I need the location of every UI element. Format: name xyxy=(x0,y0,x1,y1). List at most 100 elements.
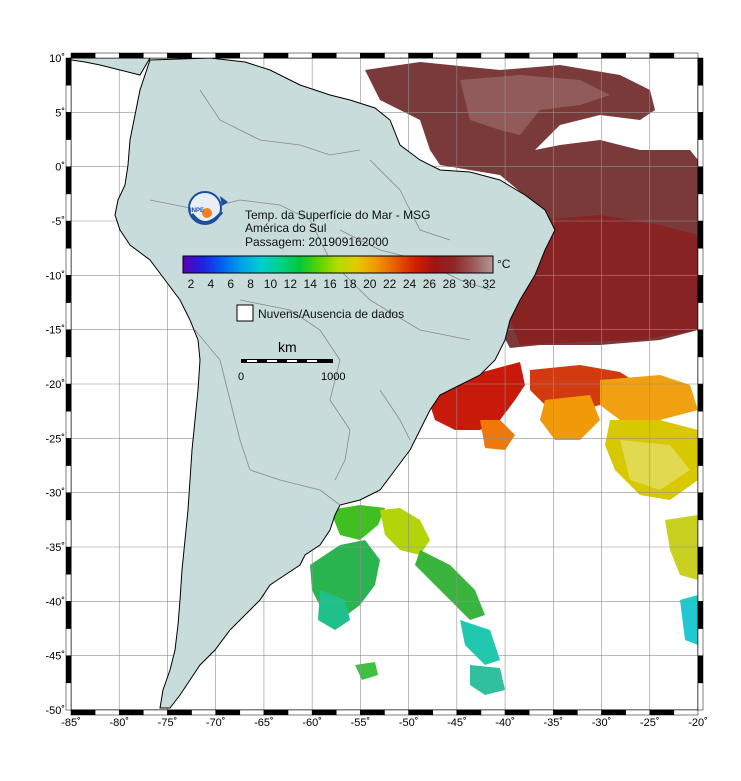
frame-segment xyxy=(65,139,72,167)
scale-bar-end: 1000 xyxy=(321,371,345,383)
frame-segment xyxy=(384,709,409,716)
frame-segment xyxy=(65,682,72,711)
longitude-labels: -85˚ -80˚ -75˚ -70˚ -65˚ -60˚ -55˚ -50˚ -45˚ -40˚… xyxy=(61,717,708,729)
frame-segment xyxy=(504,52,530,59)
frame-segment xyxy=(697,573,704,602)
frame-segment xyxy=(191,709,216,716)
no-data-label: Nuvens/Ausencia de dados xyxy=(258,307,404,321)
frame-segment xyxy=(697,628,704,656)
frame-segment xyxy=(311,709,337,716)
frame-segment xyxy=(697,682,704,711)
latitude-label: -5˚ xyxy=(52,216,65,228)
frame-segment xyxy=(697,329,704,358)
latitude-label: 0˚ xyxy=(55,162,65,174)
frame-segment xyxy=(697,112,704,140)
scale-bar-unit: km xyxy=(278,339,297,355)
longitude-label: -85˚ xyxy=(61,717,81,729)
longitude-label: -70˚ xyxy=(206,717,226,729)
colorbar-tick-label: 2 xyxy=(188,277,195,291)
longitude-label: -80˚ xyxy=(109,717,129,729)
frame-segment xyxy=(480,52,506,59)
frame-segment xyxy=(336,709,361,716)
frame-segment xyxy=(528,709,554,716)
frame-segment xyxy=(697,139,704,167)
frame-segment xyxy=(697,546,704,575)
frame-segment xyxy=(143,709,168,716)
longitude-label: -30˚ xyxy=(592,717,612,729)
frame-segment xyxy=(118,52,144,59)
frame-segment xyxy=(408,709,433,716)
frame-segment xyxy=(70,709,96,716)
title-line-3: Passagem: 201909162000 xyxy=(245,235,389,249)
inpe-logo: INPE xyxy=(188,191,228,225)
colorbar-tick-label: 10 xyxy=(264,277,278,291)
frame-segment xyxy=(504,709,530,716)
colorbar xyxy=(182,255,494,274)
frame-segment xyxy=(191,52,216,59)
frame-segment xyxy=(553,709,578,716)
frame-segment xyxy=(408,52,433,59)
latitude-labels: 10˚ 5˚ 0˚ -5˚ -10˚ -15˚ -20˚ -25˚ -30˚ -35˚ -40˚ -4… xyxy=(45,53,65,717)
frame-segment xyxy=(432,52,458,59)
frame-segment xyxy=(94,709,120,716)
frame-segment xyxy=(601,709,626,716)
frame-segment xyxy=(65,275,72,303)
sst-region-orange-east xyxy=(540,395,600,440)
frame-segment xyxy=(65,410,72,439)
colorbar-tick-label: 22 xyxy=(383,277,397,291)
frame-segment xyxy=(65,356,72,385)
colorbar-tick-labels: 2 4 6 8 10 12 14 16 18 20 22 24 26 28 30 32 xyxy=(188,277,496,291)
longitude-label: -25˚ xyxy=(640,717,660,729)
frame-segment xyxy=(65,383,72,412)
sst-region-yellow-light xyxy=(620,440,690,490)
frame-segment xyxy=(673,709,699,716)
frame-segment xyxy=(360,52,385,59)
frame-segment xyxy=(65,112,72,140)
frame-segment xyxy=(697,438,704,466)
frame-segment xyxy=(673,52,699,59)
colorbar-tick-label: 26 xyxy=(423,277,437,291)
latitude-label: -20˚ xyxy=(45,379,65,391)
central-america-land xyxy=(70,57,151,76)
latitude-label: 5˚ xyxy=(55,107,65,119)
colorbar-tick-label: 16 xyxy=(323,277,337,291)
frame-segment xyxy=(697,492,704,521)
longitude-label: -40˚ xyxy=(495,717,515,729)
title-line-2: América do Sul xyxy=(245,221,326,235)
sst-region-green-plata xyxy=(330,505,385,540)
sst-region-orange xyxy=(480,420,515,450)
longitude-label: -20˚ xyxy=(688,717,708,729)
frame-segment xyxy=(336,52,361,59)
frame-segment xyxy=(625,709,651,716)
frame-segment xyxy=(697,302,704,330)
frame-segment xyxy=(553,52,578,59)
frame-segment xyxy=(65,302,72,330)
latitude-label: -45˚ xyxy=(45,651,65,663)
frame-segment xyxy=(65,84,72,113)
title-line-1: Temp. da Superfície do Mar - MSG xyxy=(245,208,430,222)
frame-segment xyxy=(697,410,704,439)
colorbar-tick-label: 32 xyxy=(482,277,496,291)
latitude-label: 10˚ xyxy=(49,53,65,65)
frame-segment xyxy=(263,709,289,716)
frame-segment xyxy=(577,52,602,59)
latitude-label: -40˚ xyxy=(45,596,65,608)
colorbar-tick-label: 14 xyxy=(304,277,318,291)
sst-region-orange-far xyxy=(600,375,698,420)
country-borders xyxy=(149,89,491,506)
sst-region-deep-red xyxy=(510,215,698,345)
frame-segment xyxy=(697,166,704,195)
frame-ticks xyxy=(65,52,704,716)
frame-segment xyxy=(697,465,704,493)
south-america-land xyxy=(114,57,556,709)
longitude-label: -65˚ xyxy=(254,717,274,729)
sst-region-yellowgreen-plata xyxy=(380,508,430,555)
frame-segment xyxy=(65,57,72,86)
frame-segment xyxy=(65,329,72,358)
frame-segment xyxy=(697,247,704,276)
frame-segment xyxy=(432,709,458,716)
frame-segment xyxy=(287,52,313,59)
frame-segment xyxy=(697,383,704,412)
frame-segment xyxy=(697,193,704,222)
frame-segment xyxy=(601,52,626,59)
